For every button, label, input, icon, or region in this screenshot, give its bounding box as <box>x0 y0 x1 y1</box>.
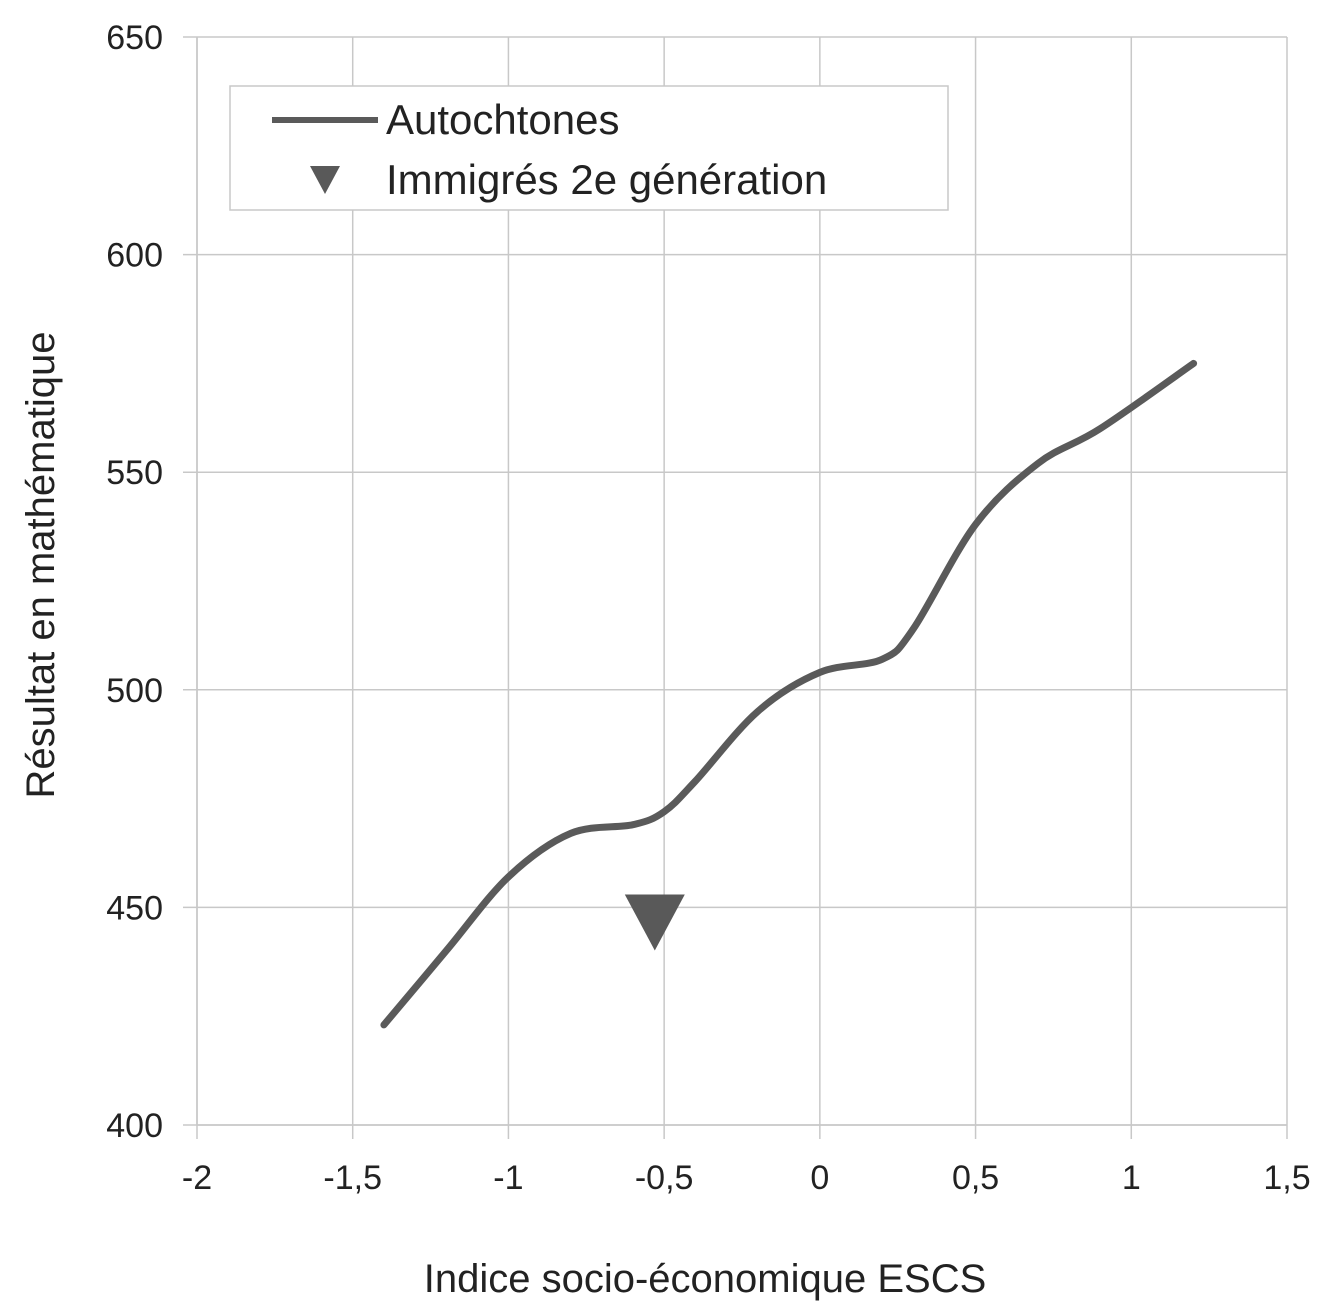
x-tick-label: -2 <box>182 1159 212 1197</box>
marker-immigres-2e-generation <box>624 894 685 951</box>
x-tick-labels: -2 -1,5 -1 -0,5 0 0,5 1 1,5 <box>182 1159 1311 1197</box>
y-tick-labels: 400 450 500 550 600 650 <box>106 19 163 1145</box>
x-tick-label: 0 <box>810 1159 829 1197</box>
y-tick-label: 550 <box>106 454 163 492</box>
y-tick-label: 650 <box>106 19 163 57</box>
legend-box <box>229 85 949 211</box>
legend-triangle-down-icon <box>310 166 340 194</box>
x-tick-label: -1,5 <box>323 1159 382 1197</box>
x-tick-label: 1 <box>1122 1159 1141 1197</box>
legend: Autochtones Immigrés 2e génération <box>229 85 949 211</box>
y-tick-label: 400 <box>106 1107 163 1145</box>
x-tick-label: -1 <box>493 1159 523 1197</box>
y-tick-label: 500 <box>106 672 163 710</box>
series-layer <box>380 359 1198 1029</box>
x-tick-label: -0,5 <box>635 1159 694 1197</box>
y-axis-title: Résultat en mathématique <box>19 332 63 799</box>
legend-label-autochtones: Autochtones <box>386 96 620 143</box>
x-axis-title: Indice socio-économique ESCS <box>424 1257 987 1301</box>
y-tick-label: 450 <box>106 889 163 927</box>
legend-label-immigres: Immigrés 2e génération <box>386 156 827 203</box>
plot-frame <box>196 37 1287 1126</box>
x-tick-label: 1,5 <box>1263 1159 1310 1197</box>
grid <box>183 36 1288 1139</box>
series-line-autochtones <box>380 359 1198 1029</box>
x-tick-label: 0,5 <box>952 1159 999 1197</box>
y-tick-label: 600 <box>106 237 163 275</box>
